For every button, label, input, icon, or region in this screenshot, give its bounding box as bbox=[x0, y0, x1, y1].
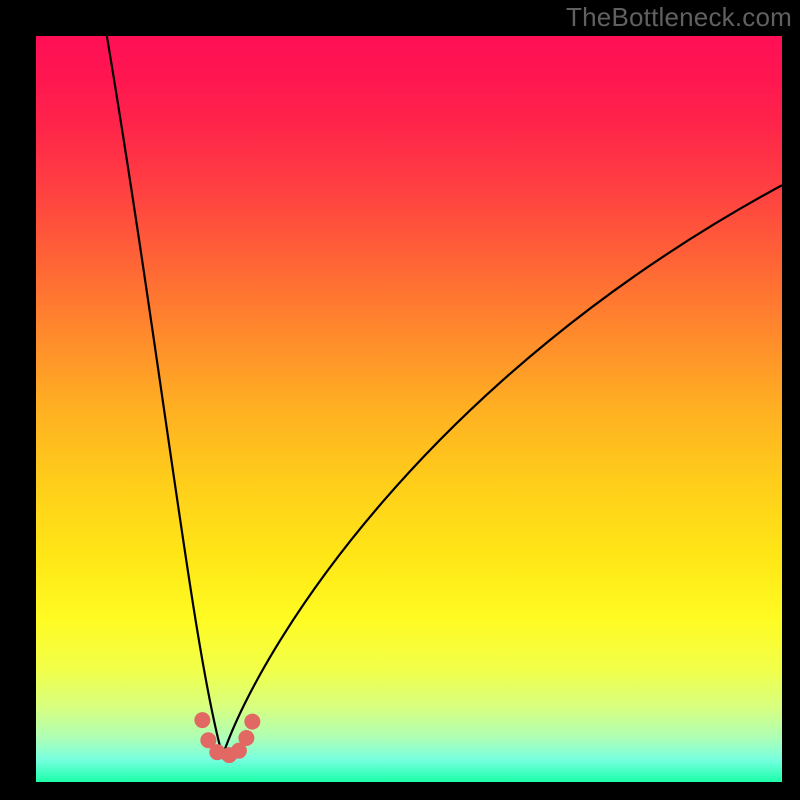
marker-point bbox=[195, 713, 210, 728]
marker-point bbox=[245, 714, 260, 729]
plot-background bbox=[36, 36, 782, 782]
marker-point bbox=[239, 730, 254, 745]
chart-container: TheBottleneck.com bbox=[0, 0, 800, 800]
bottleneck-curve-chart bbox=[0, 0, 800, 800]
watermark-text: TheBottleneck.com bbox=[566, 2, 792, 33]
